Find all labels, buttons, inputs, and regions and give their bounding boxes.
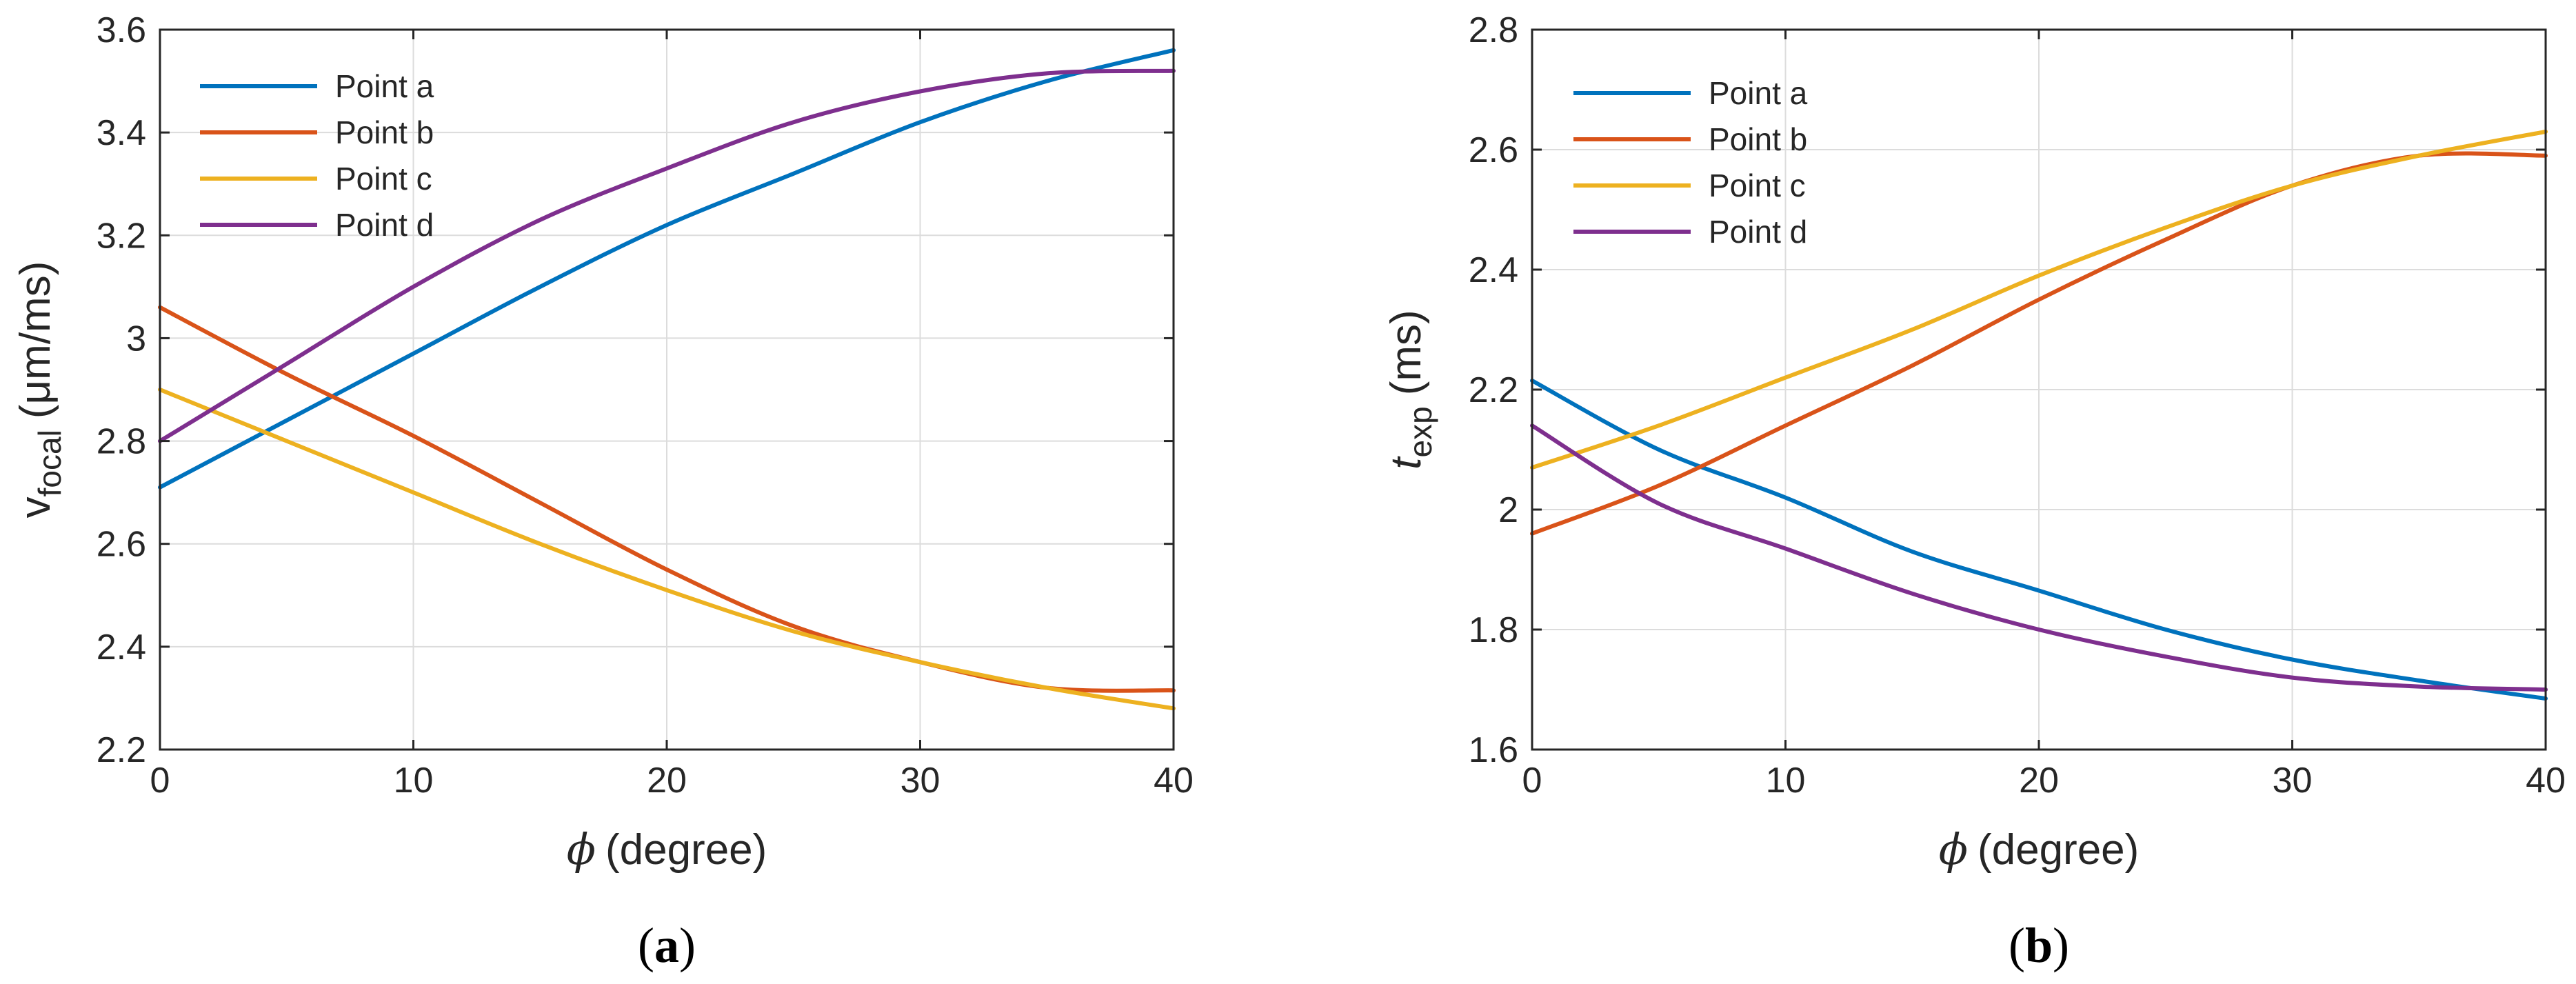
y-axis-label-subscript: focal — [32, 430, 68, 496]
legend-label: Point b — [335, 114, 434, 150]
subcaption-close-paren: ) — [2053, 918, 2069, 973]
legend-label: Point c — [1709, 168, 1806, 203]
series-line-point-c — [1530, 129, 2548, 470]
x-axis-label-text: (degree) — [1978, 826, 2139, 874]
legend-label: Point b — [1709, 121, 1807, 157]
y-tick-label: 2.6 — [1469, 130, 1518, 170]
y-tick-label: 2.8 — [1469, 10, 1518, 50]
x-tick-label: 40 — [2526, 761, 2566, 801]
y-axis-label: texp (ms) — [1382, 310, 1438, 469]
y-tick-label: 2.8 — [97, 422, 146, 462]
series-line-point-b — [1530, 151, 2548, 536]
x-axis-label: ϕ (degree) — [1939, 824, 2140, 874]
x-tick-label: 0 — [150, 761, 170, 801]
x-tick-label: 30 — [2273, 761, 2313, 801]
y-tick-label: 3.4 — [97, 113, 146, 153]
legend: Point a Point b Point c Point d — [1573, 75, 1808, 250]
x-tick-label: 10 — [394, 761, 434, 801]
y-tick-label: 1.6 — [1469, 730, 1518, 770]
chart-a: 0 10 20 30 40 2.2 2.4 2.6 2.8 3 3.2 3.4 3.6 ϕ (degree)… — [12, 10, 1194, 973]
legend-label: Point c — [335, 161, 432, 197]
y-axis-label-subscript: exp — [1402, 406, 1438, 457]
x-axis-label-symbol: ϕ — [1939, 824, 1968, 874]
legend-label: Point d — [1709, 214, 1807, 250]
y-tick-label: 3.6 — [97, 10, 146, 50]
y-tick-label: 2.2 — [97, 730, 146, 770]
y-tick-label: 2.2 — [1469, 370, 1518, 410]
series-line-point-c — [158, 388, 1176, 711]
y-axis-label: vfocal (μm/ms) — [12, 261, 68, 519]
y-tick-label: 1.8 — [1469, 610, 1518, 650]
x-tick-label: 10 — [1766, 761, 1806, 801]
series-line-point-a — [158, 48, 1176, 490]
y-tick-label: 2.4 — [1469, 250, 1518, 290]
series-line-point-a — [1530, 379, 2548, 701]
x-tick-label: 40 — [1154, 761, 1194, 801]
subcaption-open-paren: ( — [638, 918, 654, 973]
y-axis-label-unit: (ms) — [1382, 310, 1430, 395]
x-axis-label: ϕ (degree) — [567, 824, 767, 874]
x-axis-label-symbol: ϕ — [567, 824, 596, 874]
subcaption-letter: a — [654, 918, 679, 973]
subcaption-open-paren: ( — [2009, 918, 2025, 973]
y-tick-label: 3.2 — [97, 216, 146, 256]
series-line-point-d — [158, 68, 1176, 443]
y-axis-label-unit: (μm/ms) — [12, 261, 59, 419]
y-tick-label: 2.6 — [97, 525, 146, 565]
x-tick-label: 20 — [2019, 761, 2059, 801]
subcaption: (a) — [638, 918, 696, 973]
x-tick-label: 30 — [900, 761, 940, 801]
subcaption-close-paren: ) — [679, 918, 696, 973]
y-axis-label-main: t — [1382, 456, 1430, 470]
chart-b: 0 10 20 30 40 1.6 1.8 2 2.2 2.4 2.6 2.8 ϕ (degree) tex… — [1382, 10, 2566, 973]
y-axis-label-main: v — [12, 496, 59, 518]
legend-label: Point a — [1709, 75, 1808, 111]
legend: Point a Point b Point c Point d — [200, 68, 434, 243]
y-tick-label: 2.4 — [97, 627, 146, 667]
x-tick-label: 0 — [1522, 761, 1542, 801]
y-tick-label: 2 — [1498, 490, 1518, 530]
legend-label: Point a — [335, 68, 434, 104]
subcaption-letter: b — [2025, 918, 2053, 973]
legend-label: Point d — [335, 207, 434, 243]
subcaption: (b) — [2009, 918, 2069, 973]
series-line-point-d — [1530, 423, 2548, 692]
x-tick-label: 20 — [647, 761, 687, 801]
x-axis-label-text: (degree) — [605, 826, 767, 874]
y-tick-label: 3 — [126, 319, 146, 359]
